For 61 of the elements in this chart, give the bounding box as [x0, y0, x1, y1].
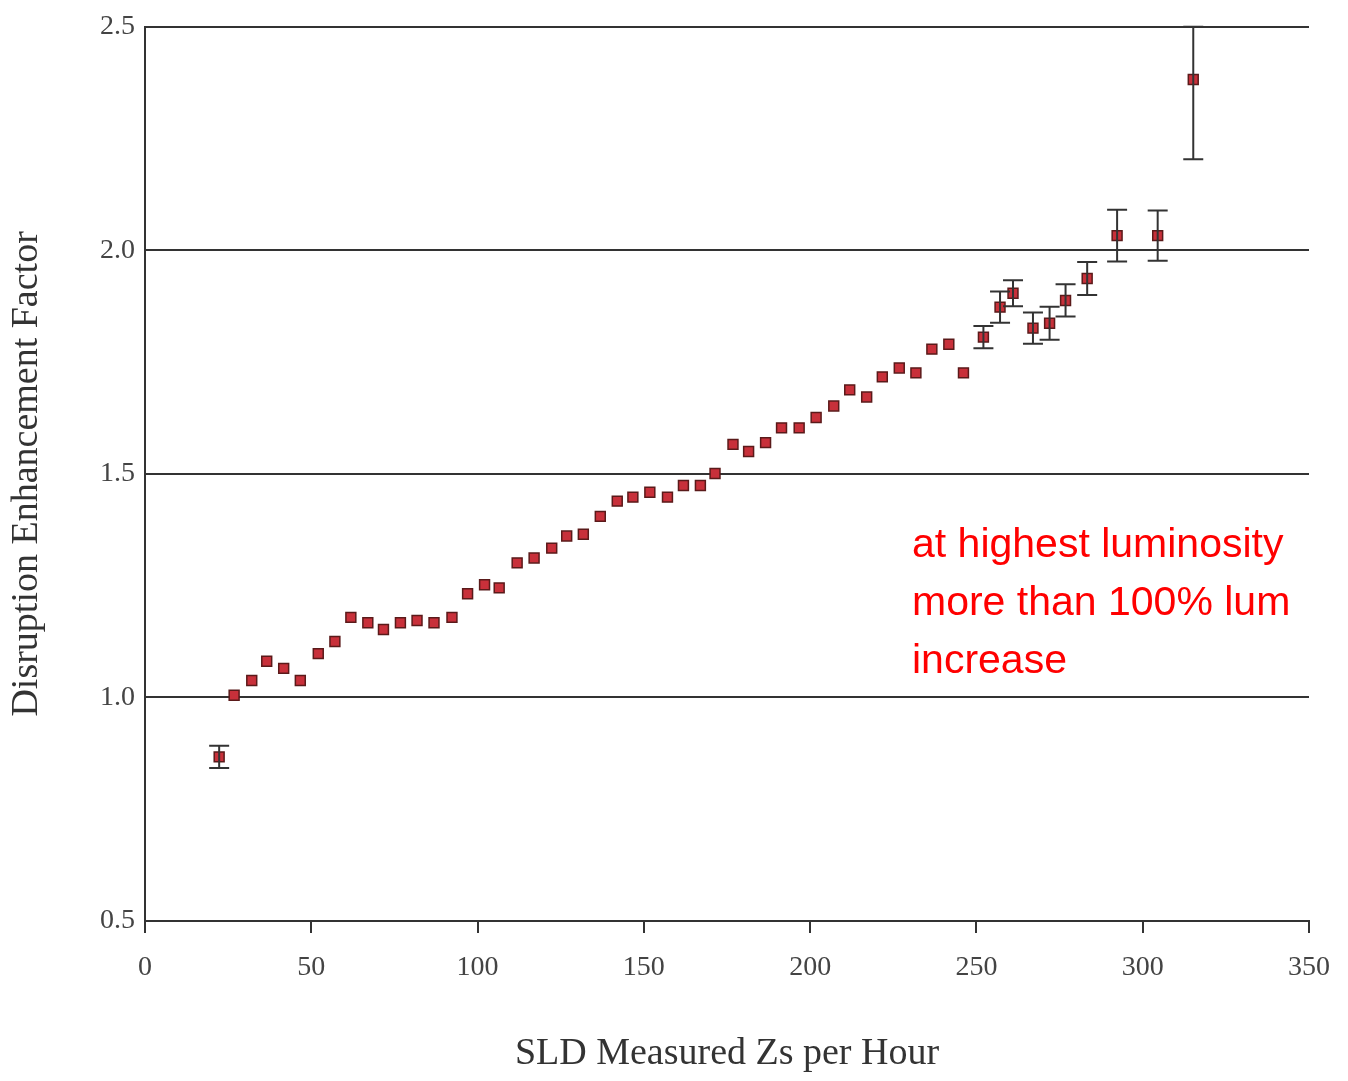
- point: [428, 617, 440, 629]
- point: [345, 611, 357, 624]
- point: [561, 530, 573, 542]
- point: [377, 623, 390, 636]
- point: [759, 436, 772, 449]
- point: [528, 552, 540, 564]
- point: [411, 614, 423, 627]
- x-tick-label: 0: [138, 950, 152, 982]
- x-tick-label: 150: [622, 950, 665, 982]
- y-tick-label: 0.5: [100, 903, 135, 935]
- point: [957, 367, 970, 379]
- point: [893, 362, 905, 374]
- point: [844, 384, 856, 396]
- point: [709, 467, 721, 480]
- point: [493, 582, 505, 594]
- point: [446, 611, 458, 624]
- point: [611, 495, 623, 507]
- point: [362, 617, 374, 629]
- x-tick-label: 300: [1121, 950, 1164, 982]
- point: [828, 400, 840, 412]
- point: [478, 579, 491, 591]
- y-axis-title: Disruption Enhancement Factor: [2, 230, 45, 717]
- point: [775, 422, 788, 434]
- point: [876, 371, 889, 383]
- x-tick-label: 100: [456, 950, 499, 982]
- point: [277, 662, 290, 675]
- point: [943, 338, 955, 350]
- y-tick-label: 1.0: [100, 679, 135, 711]
- point: [294, 674, 307, 687]
- point: [910, 367, 922, 379]
- point: [810, 411, 822, 424]
- point: [926, 343, 938, 355]
- point: [694, 479, 707, 492]
- y-tick-label: 2.5: [100, 9, 135, 41]
- annotation: at highest luminosity more than 100% lum increase: [912, 519, 1292, 684]
- x-tick-label: 200: [789, 950, 832, 982]
- point: [860, 391, 873, 403]
- point: [546, 542, 558, 554]
- point: [577, 528, 590, 540]
- x-tick-label: 50: [297, 950, 326, 982]
- point: [312, 647, 324, 660]
- x-tick-label: 350: [1288, 950, 1330, 982]
- point: [742, 445, 755, 458]
- point: [394, 617, 407, 629]
- y-tick-label: 2.0: [100, 232, 135, 264]
- point: [661, 491, 674, 503]
- point: [594, 510, 606, 523]
- point: [793, 422, 805, 434]
- x-tick-label: 250: [955, 950, 998, 982]
- point: [644, 486, 656, 498]
- point: [246, 674, 258, 687]
- point: [627, 491, 639, 503]
- point: [228, 689, 240, 701]
- point: [727, 438, 739, 451]
- point: [461, 588, 474, 600]
- x-axis-title: SLD Measured Zs per Hour: [514, 1030, 940, 1073]
- point: [511, 557, 523, 569]
- point: [329, 635, 341, 648]
- y-tick-label: 1.5: [100, 456, 135, 488]
- point: [677, 479, 690, 492]
- point: [261, 655, 273, 667]
